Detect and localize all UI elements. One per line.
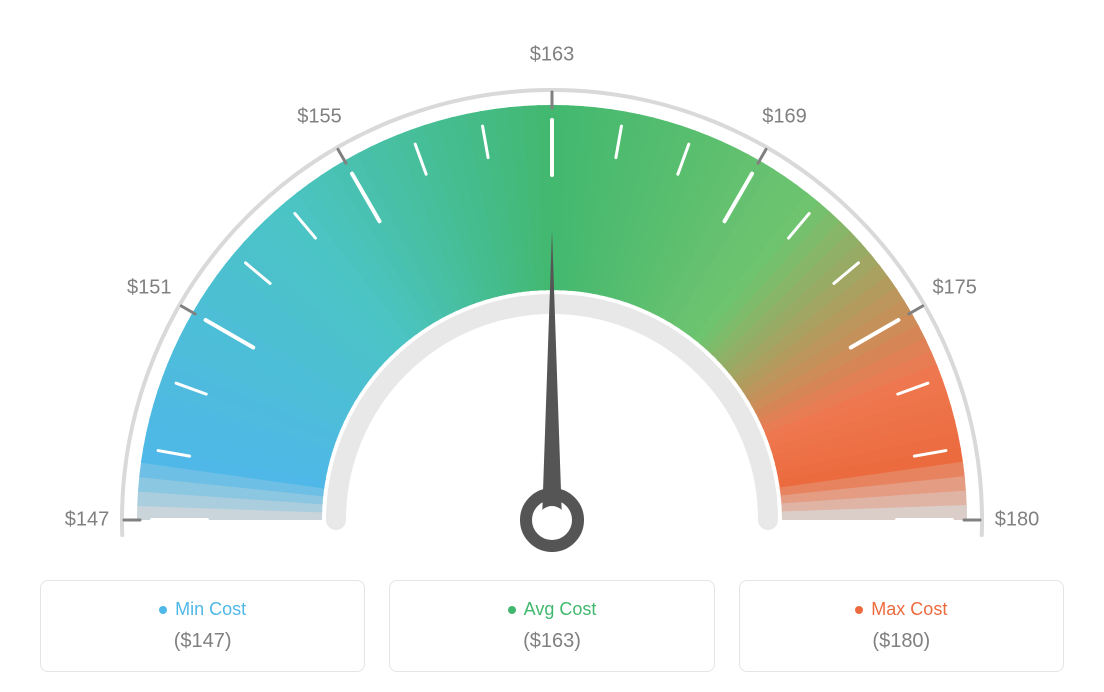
gauge-chart: $147 $151 $155 $163 $169 $175 $180 (20, 20, 1084, 560)
max-cost-card: Max Cost ($180) (739, 580, 1064, 672)
avg-cost-title: Avg Cost (508, 599, 597, 620)
dot-icon (855, 606, 863, 614)
gauge-tick-label: $169 (762, 106, 807, 129)
summary-cards: Min Cost ($147) Avg Cost ($163) Max Cost… (20, 580, 1084, 672)
min-cost-card: Min Cost ($147) (40, 580, 365, 672)
gauge-tick-label: $151 (127, 276, 172, 299)
min-cost-title: Min Cost (159, 599, 246, 620)
max-cost-value: ($180) (760, 630, 1043, 653)
avg-cost-value: ($163) (410, 630, 693, 653)
dot-icon (159, 606, 167, 614)
min-cost-label: Min Cost (175, 599, 246, 620)
gauge-tick-label: $147 (65, 509, 110, 532)
gauge-tick-label: $163 (530, 44, 575, 67)
max-cost-title: Max Cost (855, 599, 947, 620)
avg-cost-card: Avg Cost ($163) (389, 580, 714, 672)
avg-cost-label: Avg Cost (524, 599, 597, 620)
gauge-tick-label: $155 (297, 106, 342, 129)
gauge-tick-label: $180 (995, 509, 1040, 532)
dot-icon (508, 606, 516, 614)
gauge-tick-label: $175 (932, 276, 977, 299)
min-cost-value: ($147) (61, 630, 344, 653)
max-cost-label: Max Cost (871, 599, 947, 620)
gauge-svg (20, 20, 1084, 560)
